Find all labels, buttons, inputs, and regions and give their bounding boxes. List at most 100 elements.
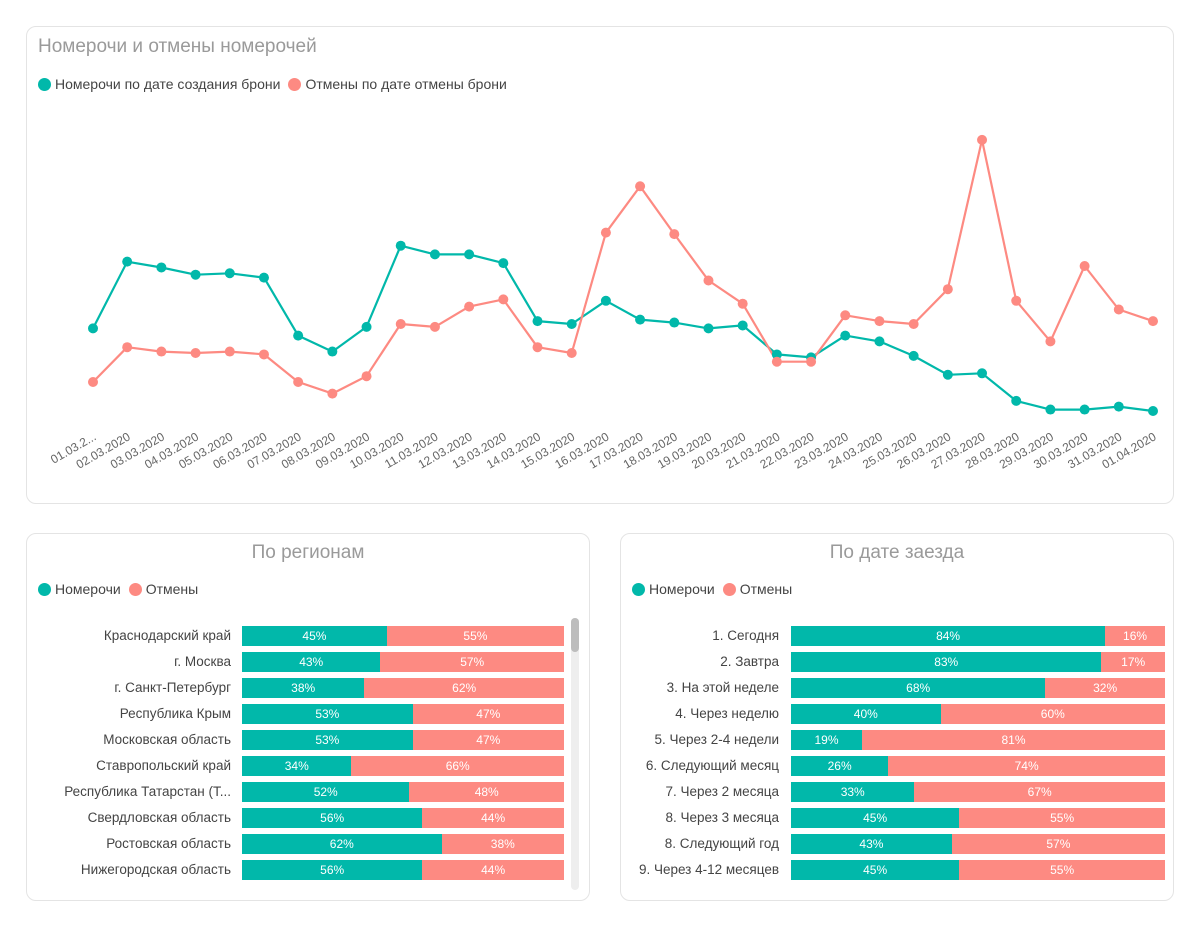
bar-segment-cancellations[interactable]: 16% (1105, 626, 1165, 646)
bar-segment-bookings[interactable]: 56% (242, 860, 423, 880)
bar-segment-bookings[interactable]: 43% (791, 834, 952, 854)
bar-segment-cancellations[interactable]: 67% (914, 782, 1165, 802)
bar-segment-bookings[interactable]: 43% (242, 652, 381, 672)
data-point-0-16[interactable] (635, 314, 646, 325)
data-point-0-6[interactable] (293, 330, 304, 341)
bar-row[interactable]: Краснодарский край 45% 55% (27, 626, 564, 646)
data-point-1-26[interactable] (977, 134, 988, 145)
data-point-0-14[interactable] (566, 319, 577, 329)
data-point-1-28[interactable] (1045, 336, 1056, 347)
legend-item-cancellations[interactable]: Отмены (722, 581, 792, 597)
bar-row[interactable]: Ставропольский край 34% 66% (27, 756, 564, 776)
data-point-1-0[interactable] (88, 377, 98, 387)
data-point-1-13[interactable] (532, 342, 543, 353)
data-point-0-13[interactable] (532, 316, 543, 327)
bar-row[interactable]: 4. Через неделю 40% 60% (621, 704, 1165, 724)
data-point-1-25[interactable] (942, 284, 953, 295)
bar-row[interactable]: г. Москва 43% 57% (27, 652, 564, 672)
data-point-0-4[interactable] (224, 268, 235, 279)
bar-row[interactable]: 8. Через 3 месяца 45% 55% (621, 808, 1165, 828)
bar-segment-bookings[interactable]: 56% (242, 808, 423, 828)
legend-item-bookings[interactable]: Номерочи (632, 581, 715, 597)
bar-segment-bookings[interactable]: 53% (242, 730, 413, 750)
data-point-0-3[interactable] (190, 269, 201, 280)
data-point-1-31[interactable] (1148, 316, 1158, 327)
data-point-1-8[interactable] (361, 371, 372, 382)
bar-row[interactable]: Республика Татарстан (Т... 52% 48% (27, 782, 564, 802)
bar-row[interactable]: Свердловская область 56% 44% (27, 808, 564, 828)
data-point-1-3[interactable] (190, 348, 201, 358)
data-point-1-14[interactable] (566, 348, 577, 358)
bar-segment-cancellations[interactable]: 48% (409, 782, 564, 802)
data-point-0-22[interactable] (840, 330, 851, 341)
bar-segment-cancellations[interactable]: 74% (888, 756, 1165, 776)
data-point-1-24[interactable] (908, 319, 919, 329)
data-point-1-4[interactable] (224, 346, 235, 357)
bar-segment-cancellations[interactable]: 57% (951, 834, 1165, 854)
data-point-1-15[interactable] (600, 227, 611, 238)
data-point-0-2[interactable] (156, 262, 167, 273)
data-point-1-11[interactable] (464, 301, 475, 312)
bar-segment-bookings[interactable]: 83% (791, 652, 1102, 672)
bar-segment-bookings[interactable]: 52% (242, 782, 410, 802)
data-point-0-0[interactable] (88, 323, 98, 334)
bar-segment-cancellations[interactable]: 55% (959, 808, 1165, 828)
data-point-1-23[interactable] (874, 316, 885, 327)
data-point-0-24[interactable] (908, 350, 919, 361)
data-point-0-17[interactable] (669, 317, 680, 328)
data-point-1-20[interactable] (771, 356, 782, 367)
data-point-1-16[interactable] (635, 181, 646, 192)
data-point-0-23[interactable] (874, 336, 885, 347)
bar-segment-cancellations[interactable]: 44% (422, 808, 564, 828)
data-point-0-5[interactable] (258, 272, 269, 283)
legend-item-bookings[interactable]: Номерочи по дате создания брони (38, 76, 280, 92)
bar-row[interactable]: 6. Следующий месяц 26% 74% (621, 756, 1165, 776)
data-point-0-30[interactable] (1113, 401, 1124, 412)
data-point-0-8[interactable] (361, 321, 372, 332)
bar-segment-bookings[interactable]: 68% (791, 678, 1046, 698)
data-point-1-18[interactable] (703, 275, 714, 286)
bar-row[interactable]: Московская область 53% 47% (27, 730, 564, 750)
data-point-0-19[interactable] (737, 320, 748, 331)
data-point-1-30[interactable] (1113, 304, 1124, 315)
data-point-0-27[interactable] (1011, 395, 1022, 406)
bar-row[interactable]: Ростовская область 62% 38% (27, 834, 564, 854)
bar-segment-cancellations[interactable]: 60% (940, 704, 1165, 724)
bar-segment-bookings[interactable]: 33% (791, 782, 915, 802)
bar-segment-cancellations[interactable]: 55% (959, 860, 1165, 880)
bar-row[interactable]: 7. Через 2 месяца 33% 67% (621, 782, 1165, 802)
bar-segment-cancellations[interactable]: 81% (862, 730, 1165, 750)
region-scrollbar[interactable] (571, 618, 579, 890)
data-point-0-20[interactable] (771, 349, 782, 360)
bar-segment-bookings[interactable]: 19% (791, 730, 863, 750)
data-point-1-21[interactable] (806, 356, 817, 367)
data-point-1-7[interactable] (327, 388, 338, 399)
data-point-1-12[interactable] (498, 294, 509, 305)
bar-segment-cancellations[interactable]: 32% (1045, 678, 1165, 698)
data-point-1-1[interactable] (122, 342, 133, 353)
bar-segment-cancellations[interactable]: 38% (441, 834, 564, 854)
data-point-1-9[interactable] (395, 319, 406, 329)
data-point-0-31[interactable] (1148, 406, 1158, 416)
data-point-1-6[interactable] (293, 377, 304, 387)
data-point-0-1[interactable] (122, 256, 133, 267)
data-point-1-17[interactable] (669, 229, 680, 240)
bar-row[interactable]: 8. Следующий год 43% 57% (621, 834, 1165, 854)
legend-item-cancellations[interactable]: Отмены (128, 581, 198, 597)
bar-segment-cancellations[interactable]: 47% (412, 704, 564, 724)
region-scroll-thumb[interactable] (571, 618, 579, 652)
data-point-0-25[interactable] (942, 369, 953, 380)
data-point-1-29[interactable] (1079, 261, 1090, 271)
bar-segment-cancellations[interactable]: 62% (364, 678, 564, 698)
legend-item-bookings[interactable]: Номерочи (38, 581, 121, 597)
bar-segment-bookings[interactable]: 62% (242, 834, 442, 854)
data-point-0-18[interactable] (703, 323, 714, 334)
data-point-1-2[interactable] (156, 346, 167, 357)
bar-segment-cancellations[interactable]: 66% (351, 756, 564, 776)
data-point-0-15[interactable] (600, 295, 611, 306)
data-point-0-29[interactable] (1079, 404, 1090, 415)
legend-item-cancellations[interactable]: Отмены по дате отмены брони (288, 76, 507, 92)
data-point-0-7[interactable] (327, 346, 338, 357)
data-point-0-10[interactable] (429, 249, 440, 260)
data-point-0-28[interactable] (1045, 404, 1056, 415)
